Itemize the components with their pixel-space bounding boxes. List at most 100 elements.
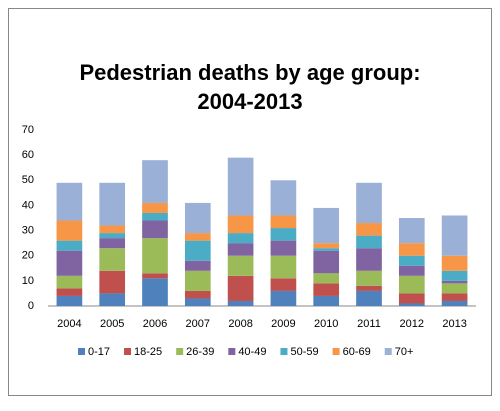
bar-segment [270,290,297,306]
bar-segment [184,298,211,306]
bar-segment [313,207,340,244]
y-tick-label: 0 [28,300,34,312]
bar-segment [270,278,297,291]
bar-segment [270,228,297,241]
bar-segment [99,233,126,239]
bar-segment [313,250,340,274]
bar-segment [99,225,126,234]
legend-label: 70+ [395,346,414,358]
bar-segment [270,215,297,229]
bar-segment [441,300,468,306]
bar-segment [313,283,340,296]
bar-segment [398,218,425,244]
legend-label: 60-69 [343,346,371,358]
bar-segment [227,300,254,306]
legend-label: 40-49 [238,346,266,358]
legend-swatch [78,348,85,355]
chart-title: Pedestrian deaths by age group: 2004-201… [79,60,421,114]
bar-segment [441,280,468,284]
bar-segment [142,160,168,203]
bar-segment [184,202,211,234]
x-tick-label: 2010 [314,318,338,330]
bar-segment [56,288,83,296]
bar-segment [356,182,382,224]
bar-segment [398,293,425,304]
bar-segment [227,243,254,256]
bar-segment [56,250,83,276]
bar-segment [441,270,468,281]
bar-segment [441,215,468,256]
bar-segment [270,240,297,256]
x-tick-label: 2004 [57,318,81,330]
bar-segment [99,248,126,271]
bar-segment [56,240,83,251]
bar-segment [142,202,168,213]
x-tick-label: 2012 [400,318,424,330]
bar-segment [227,233,254,244]
legend-swatch [280,348,288,355]
legend-swatch [124,348,132,355]
bar-segment [356,248,382,271]
bar-segment [398,265,425,276]
bar-segment [356,285,382,291]
y-tick-label: 50 [22,174,34,186]
bar-segment [99,238,126,249]
x-tick-label: 2013 [442,318,466,330]
bar-segment [184,260,211,271]
bar-segment [56,182,83,221]
bar-segment [142,238,168,274]
bar-segment [99,182,126,226]
y-tick-label: 20 [22,250,34,262]
bar-segment [356,223,382,236]
bar-segment [227,255,254,276]
bar-segment [398,303,425,306]
bar-segment [142,278,168,306]
x-tick-label: 2008 [228,318,252,330]
legend-label: 50-59 [290,346,318,358]
legend-label: 18-25 [134,346,162,358]
bar-segment [184,290,211,299]
bar-segment [441,293,468,301]
legend-swatch [384,348,392,355]
bar-segment [184,233,211,241]
bar-segment [313,248,340,251]
bar-segment [441,283,468,294]
bar-segment [398,275,425,294]
bar-segment [356,235,382,249]
bar-segment [142,220,168,239]
legend-swatch [228,348,236,355]
bar-segment [356,290,382,306]
bar-segment [227,215,254,234]
y-tick-label: 40 [22,199,34,211]
bar-segment [313,273,340,284]
bar-segment [356,270,382,286]
bar-segment [398,243,425,256]
bar-segment [99,270,126,294]
bar-segment [313,243,340,249]
bar-segment [270,180,297,216]
bar-segment [184,240,211,261]
y-tick-label: 10 [22,275,34,287]
x-tick-label: 2007 [186,318,210,330]
bar-segment [270,255,297,279]
x-tick-label: 2006 [143,318,167,330]
legend-label: 0-17 [88,346,110,358]
bar-segment [184,270,211,291]
bar-segment [56,220,83,241]
x-tick-label: 2009 [271,318,295,330]
bar-segment [142,273,168,279]
y-tick-label: 70 [22,124,34,136]
bar-segment [313,295,340,306]
y-tick-label: 30 [22,224,34,236]
bar-segment [142,212,168,221]
chart-frame [8,8,492,396]
bar-segment [56,275,83,289]
bar-segment [56,295,83,306]
bar-segment [398,255,425,266]
bar-segment [227,157,254,216]
legend-swatch [332,348,340,355]
x-tick-label: 2005 [100,318,124,330]
legend-label: 26-39 [186,346,214,358]
